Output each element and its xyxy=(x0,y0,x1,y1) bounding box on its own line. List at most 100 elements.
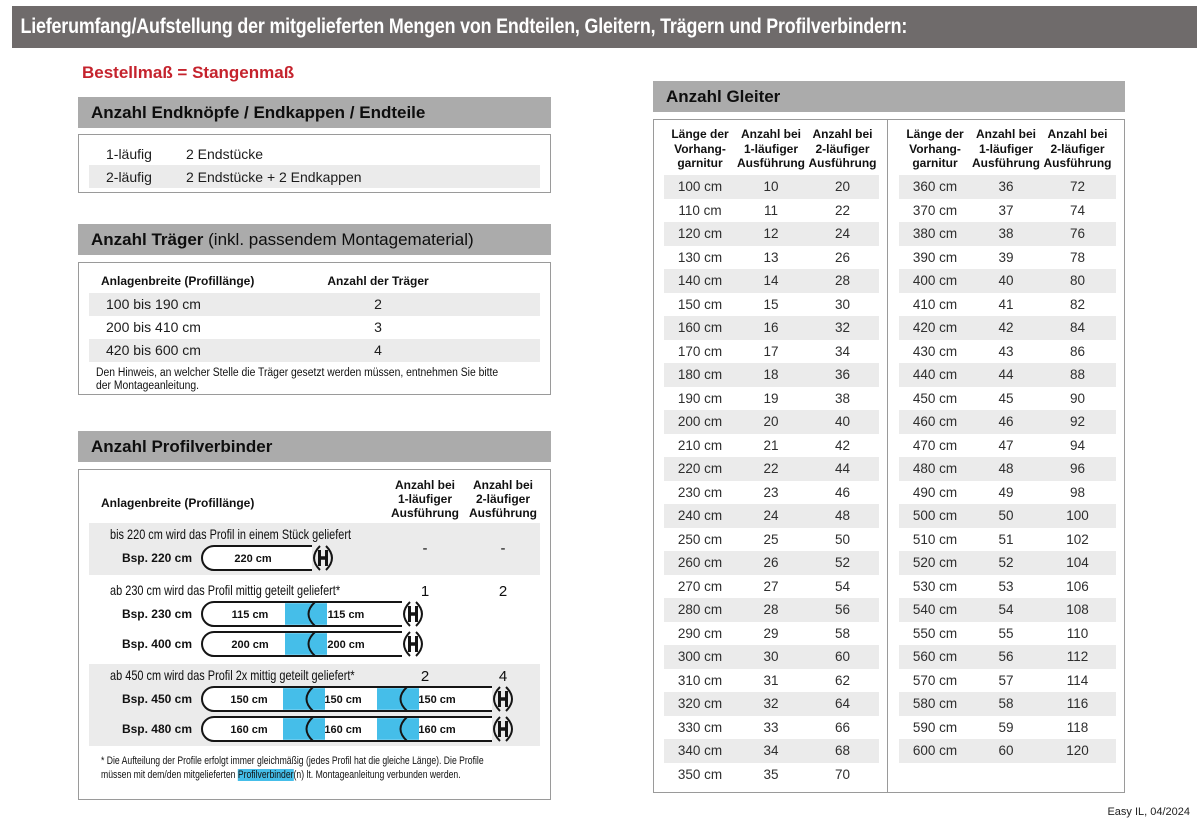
cell: 118 xyxy=(1066,719,1089,735)
segment-length-label: 160 cm xyxy=(324,724,362,736)
cell: 210 cm xyxy=(677,437,723,453)
cell: 32 xyxy=(763,696,779,712)
cell: 430 cm xyxy=(912,343,958,359)
table-row: 310 cm 31 62 xyxy=(664,669,879,693)
cell: 120 cm xyxy=(677,226,723,242)
cell: 12 xyxy=(763,226,779,242)
table-row: 360 cm 36 72 xyxy=(899,175,1116,199)
cell: 72 xyxy=(1069,179,1086,195)
section-subtitle: (inkl. passendem Montagematerial) xyxy=(203,230,474,249)
table-row: 370 cm 37 74 xyxy=(899,199,1116,223)
cell: 460 cm xyxy=(912,414,958,430)
cell: 220 cm xyxy=(677,461,723,477)
row-label: 2-läufig xyxy=(106,168,152,185)
table-row: 320 cm 32 64 xyxy=(664,692,879,716)
cell: 390 cm xyxy=(912,249,958,265)
cell: 108 xyxy=(1066,602,1089,618)
block-description: ab 230 cm wird das Profil mittig geteilt… xyxy=(110,582,341,598)
cell: 40 xyxy=(998,273,1014,289)
table-row: 520 cm 52 104 xyxy=(899,551,1116,575)
cell: 320 cm xyxy=(677,696,723,712)
profile-connector xyxy=(285,603,327,625)
table-row: 260 cm 26 52 xyxy=(664,551,879,575)
table-row: 220 cm 22 44 xyxy=(664,457,879,481)
header-line: Ausführung xyxy=(469,506,537,520)
cell: 520 cm xyxy=(912,555,958,571)
cell: 44 xyxy=(834,461,851,477)
cell: 39 xyxy=(998,249,1014,265)
header-line: Anzahl bei xyxy=(472,478,533,492)
cell: 22 xyxy=(834,202,851,218)
table-row: 400 cm 40 80 xyxy=(899,269,1116,293)
profile-connector xyxy=(377,718,419,740)
example-label: Bsp. 450 cm xyxy=(121,692,192,706)
cell: 94 xyxy=(1069,437,1086,453)
footnote-line: müssen mit dem/den mitgelieferten xyxy=(101,769,238,781)
column-header: Anzahl der Träger xyxy=(327,274,429,288)
row-value: 2 Endstücke + 2 Endkappen xyxy=(186,168,362,185)
cell: 38 xyxy=(834,390,851,406)
cell: 74 xyxy=(1069,202,1086,218)
table-row: 530 cm 53 106 xyxy=(899,575,1116,599)
cell: 88 xyxy=(1069,367,1086,383)
cell: 60 xyxy=(998,743,1014,759)
table-row: 130 cm 13 26 xyxy=(664,246,879,270)
cell: 330 cm xyxy=(677,719,723,735)
column-header: Länge der Vorhang-garnitur xyxy=(671,127,729,170)
count-value: 1 xyxy=(420,583,430,600)
cell: 114 xyxy=(1066,672,1089,688)
cell: 20 xyxy=(763,414,779,430)
table-divider xyxy=(887,120,888,792)
cell: 104 xyxy=(1066,555,1089,571)
cell: 23 xyxy=(763,484,779,500)
cell: 48 xyxy=(998,461,1014,477)
cell: 96 xyxy=(1069,461,1086,477)
segment-length-label: 150 cm xyxy=(230,694,268,706)
rod-example-row: Bsp. 230 cm 115 cm 115 cm xyxy=(89,599,540,629)
cell: 28 xyxy=(763,602,779,618)
cell: 38 xyxy=(998,226,1014,242)
cell: 230 cm xyxy=(677,484,723,500)
cell: 24 xyxy=(763,508,779,524)
cell: 570 cm xyxy=(912,672,958,688)
cell: 140 cm xyxy=(677,273,723,289)
cell: 200 bis 410 cm xyxy=(106,319,201,335)
cell: 420 cm xyxy=(912,320,958,336)
cell: 22 xyxy=(763,461,779,477)
cell: 49 xyxy=(998,484,1014,500)
profile-connector xyxy=(283,718,325,740)
table-row: 120 cm 12 24 xyxy=(664,222,879,246)
profile-connector xyxy=(377,688,419,710)
table-row: 200 cm 20 40 xyxy=(664,410,879,434)
profile-rod-diagram: 150 cm 150 cm 150 cm xyxy=(201,686,513,712)
cell: 380 cm xyxy=(912,226,958,242)
example-label: Bsp. 480 cm xyxy=(121,722,192,736)
profilverbinder-table: Anlagenbreite (Profillänge) Anzahl bei 1… xyxy=(78,469,551,800)
cell: 66 xyxy=(834,719,851,735)
table-row: 410 cm 41 82 xyxy=(899,293,1116,317)
cell: 64 xyxy=(834,696,851,712)
table-note: Den Hinweis, an welcher Stelle die Träge… xyxy=(96,367,498,393)
table-row: 100 cm 10 20 xyxy=(664,175,879,199)
cell: 41 xyxy=(998,296,1014,312)
footnote-line: (n) lt. Montageanleitung verbunden werde… xyxy=(293,769,461,781)
header-line: Anzahl bei xyxy=(394,478,455,492)
table-row: 420 cm 42 84 xyxy=(899,316,1116,340)
header-line: 1-läufiger xyxy=(397,492,452,506)
cell: 150 cm xyxy=(677,296,723,312)
cell: 130 cm xyxy=(677,249,723,265)
cell: 530 cm xyxy=(912,578,958,594)
gleiter-table: Länge der Vorhang-garnitur Anzahl bei 1-lä… xyxy=(653,119,1125,793)
cell: 540 cm xyxy=(912,602,958,618)
gleiter-group-right: Länge der Vorhang-garnitur Anzahl bei 1-lä… xyxy=(889,120,1124,792)
footnote: * Die Aufteilung der Profile erfolgt imm… xyxy=(101,754,484,782)
profile-rod-diagram: 160 cm 160 cm 160 cm xyxy=(201,716,513,742)
row-label: 1-läufig xyxy=(106,145,152,162)
note-line: der Montageanleitung. xyxy=(96,380,200,392)
cell: 450 cm xyxy=(912,390,958,406)
cell: 36 xyxy=(834,367,851,383)
cell: 62 xyxy=(834,672,851,688)
cell: 46 xyxy=(834,484,851,500)
segment-length-label: 200 cm xyxy=(231,639,269,651)
